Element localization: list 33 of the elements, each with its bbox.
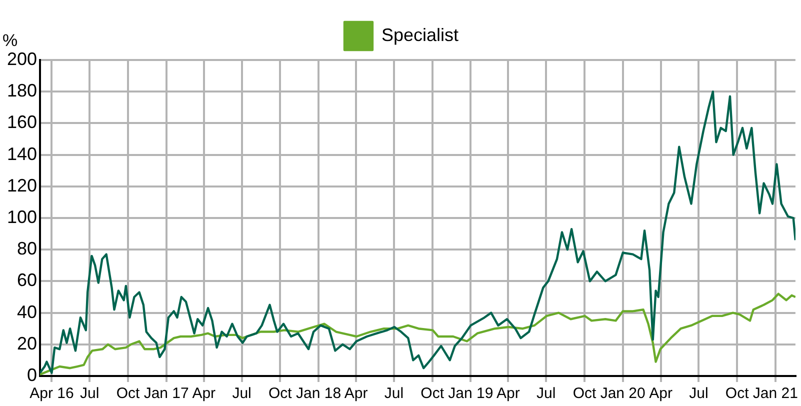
x-tick-label: Jan 19 bbox=[448, 385, 494, 402]
y-tick-label: 160 bbox=[6, 112, 38, 132]
x-tick-label: Jul bbox=[384, 385, 404, 402]
y-tick-label: 200 bbox=[6, 48, 38, 69]
x-tick-label: Oct bbox=[572, 385, 597, 402]
x-tick-label: Jul bbox=[232, 385, 252, 402]
y-tick-label: 100 bbox=[6, 206, 38, 227]
x-tick-label: Apr bbox=[344, 385, 368, 402]
x-tick-label: Jan 21 bbox=[752, 385, 798, 402]
x-tick-label: Apr bbox=[649, 385, 672, 402]
y-tick-label: 80 bbox=[17, 238, 38, 259]
x-tick-label: Jan 17 bbox=[144, 385, 189, 402]
x-tick-label: Oct bbox=[420, 385, 445, 402]
x-tick-label: Apr bbox=[192, 385, 216, 402]
x-tick-label: Jan 18 bbox=[296, 385, 342, 402]
x-tick-label: Oct bbox=[116, 385, 140, 402]
y-tick-label: 60 bbox=[17, 270, 38, 290]
x-tick-label: Jul bbox=[536, 385, 556, 402]
x-tick-label: Apr 16 bbox=[30, 385, 74, 402]
y-tick-label: 0 bbox=[27, 364, 38, 385]
x-tick-label: Jul bbox=[689, 385, 708, 402]
y-tick-label: 180 bbox=[6, 80, 38, 101]
y-tick-label: 120 bbox=[6, 175, 38, 196]
x-tick-label: Oct bbox=[725, 385, 750, 402]
y-axis-title: % bbox=[2, 31, 18, 50]
y-tick-label: 140 bbox=[6, 144, 38, 164]
legend-label: Specialist bbox=[381, 24, 459, 45]
x-tick-label: Jul bbox=[80, 385, 100, 402]
x-tick-label: Apr bbox=[496, 385, 520, 402]
x-tick-label: Oct bbox=[268, 385, 293, 402]
x-tick-label: Jan 20 bbox=[600, 385, 646, 402]
y-tick-label: 20 bbox=[17, 333, 38, 354]
y-tick-label: 40 bbox=[17, 302, 38, 322]
